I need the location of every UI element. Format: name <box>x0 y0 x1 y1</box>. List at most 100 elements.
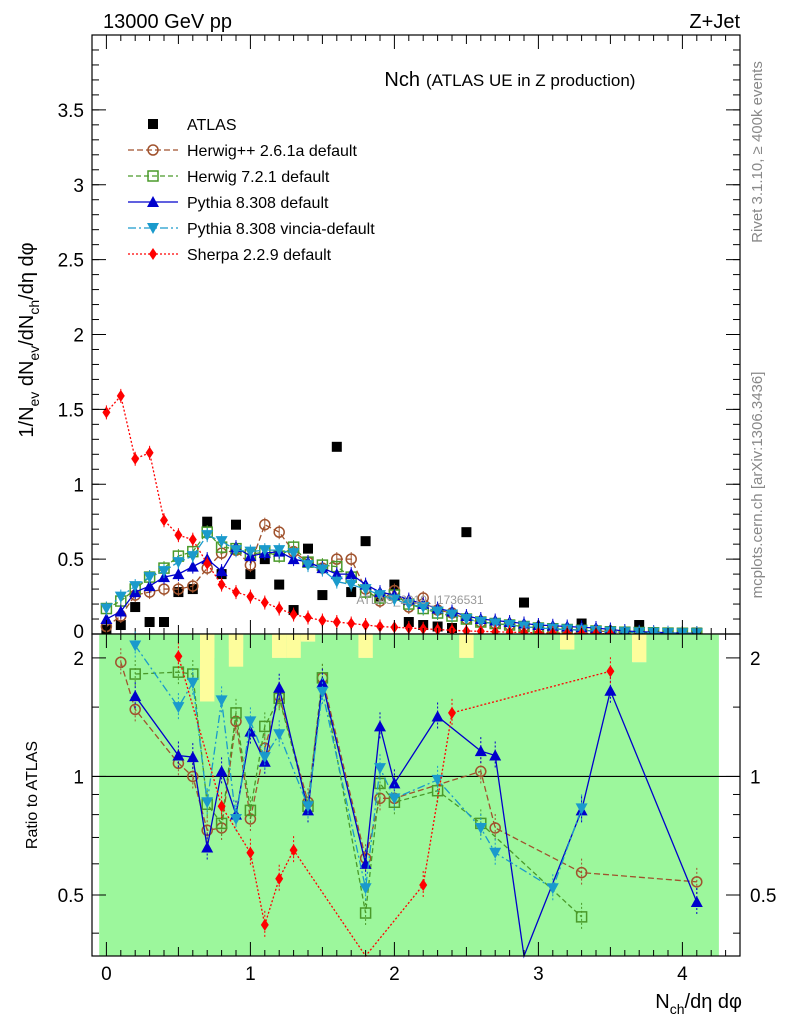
ratio-point-herwig7 <box>575 911 588 923</box>
band-outer <box>200 634 215 702</box>
ratio-point-pythia <box>374 720 386 732</box>
point-vincia <box>330 576 343 588</box>
ratio-axis-title: Ratio to ATLAS <box>24 741 41 849</box>
band-inner <box>214 634 230 956</box>
point-data <box>245 569 256 580</box>
band-outer <box>272 634 287 658</box>
point-pythia <box>143 580 156 592</box>
x-tick-label: 4 <box>677 964 688 985</box>
chart-title: Nch <box>384 69 420 91</box>
point-vincia <box>100 603 113 615</box>
point-pythia <box>100 613 113 625</box>
band-inner <box>704 634 719 956</box>
ratio-point-herwig7 <box>129 668 141 680</box>
point-vincia <box>129 581 142 593</box>
x-tick-label: 0 <box>101 964 112 985</box>
legend-item-herwigpp: Herwig++ 2.6.1a default <box>128 143 357 160</box>
y-tick-label: 3.5 <box>58 101 84 122</box>
point-data <box>303 543 313 554</box>
band-inner <box>473 634 489 956</box>
ratio-point-pythia <box>388 777 401 789</box>
ratio-point-herwig7 <box>230 707 242 719</box>
ratio-point-pythia <box>690 895 703 907</box>
ratio-point-pythia <box>489 749 502 761</box>
header-right: Z+Jet <box>689 11 740 33</box>
band-outer <box>228 634 244 667</box>
ratio-point-vincia <box>186 677 199 689</box>
point-vincia <box>230 545 242 557</box>
point-herwigpp <box>172 583 185 595</box>
point-vincia <box>388 594 401 606</box>
point-data <box>202 516 213 527</box>
ratio-point-sherpa <box>606 665 615 678</box>
ratio-line-sherpa <box>177 656 611 958</box>
side-text-bottom: mcplots.cern.ch [arXiv:1306.3436] <box>749 372 766 599</box>
band-inner <box>401 634 417 956</box>
band-inner <box>516 634 532 956</box>
ratio-point-vincia <box>546 883 559 895</box>
ratio-point-vincia <box>273 729 286 741</box>
band-inner <box>99 634 115 956</box>
point-vincia <box>172 557 185 569</box>
point-sherpa <box>347 617 356 630</box>
legend-item-sherpa: Sherpa 2.2.9 default <box>128 247 332 264</box>
point-vincia <box>417 602 430 614</box>
point-sherpa <box>289 608 298 621</box>
point-vincia <box>446 609 458 621</box>
band-inner <box>545 634 561 956</box>
point-pythia <box>330 568 343 580</box>
point-pythia <box>172 568 185 580</box>
band-outer <box>459 634 475 658</box>
watermark: ATLAS_2019_I1736531 <box>356 593 484 607</box>
ratio-point-pythia <box>431 710 444 722</box>
point-vincia <box>374 590 386 602</box>
legend-marker-herwigpp <box>147 144 159 156</box>
band-inner <box>459 657 475 956</box>
ratio-point-vincia <box>474 822 487 834</box>
ratio-point-pythia <box>244 725 257 737</box>
point-sherpa <box>102 406 111 419</box>
point-vincia <box>273 545 286 557</box>
point-data <box>231 519 241 530</box>
point-vincia <box>201 530 214 542</box>
ratio-point-herwigpp <box>187 770 199 783</box>
band-inner <box>502 634 518 956</box>
point-vincia <box>402 599 415 611</box>
point-vincia <box>244 546 257 558</box>
legend-marker-sherpa <box>149 248 157 260</box>
point-sherpa <box>275 602 284 615</box>
y-tick-label: 1 <box>73 767 84 788</box>
point-vincia <box>359 584 372 596</box>
ratio-point-pythia <box>273 681 286 693</box>
ratio-point-vincia <box>172 702 185 714</box>
point-data <box>144 617 155 628</box>
point-data <box>360 536 371 547</box>
ratio-point-pythia <box>201 841 214 853</box>
point-pythia <box>215 565 228 577</box>
x-tick-label: 2 <box>389 964 400 985</box>
ratio-point-pythia <box>604 684 617 696</box>
point-sherpa <box>116 389 125 402</box>
band-inner <box>142 634 158 956</box>
point-data <box>317 590 328 601</box>
y-axis-title: 1/Nev dNev/dNch/dη dφ <box>16 242 42 437</box>
ratio-point-sherpa <box>275 872 284 885</box>
y-tick-label-right: 0.5 <box>750 886 776 907</box>
ratio-panel: 0.5 0.5 1 1 2 2 0 1 2 3 4 <box>58 631 776 985</box>
ratio-point-vincia <box>489 847 502 859</box>
y-tick-label-right: 2 <box>750 649 761 670</box>
ratio-point-sherpa <box>260 918 269 931</box>
legend-marker-data <box>148 119 158 129</box>
ratio-point-pythia <box>474 745 487 757</box>
ratio-point-vincia <box>129 640 142 652</box>
point-sherpa <box>361 619 370 632</box>
point-vincia <box>287 548 300 560</box>
ratio-point-herwig7 <box>273 692 285 704</box>
ratio-point-herwig7 <box>259 720 271 733</box>
band-inner <box>675 634 691 956</box>
band-inner <box>646 634 662 956</box>
band-outer <box>286 634 301 658</box>
point-data <box>519 597 529 608</box>
legend-item-herwig7: Herwig 7.2.1 default <box>128 169 330 186</box>
band-inner <box>531 634 547 956</box>
